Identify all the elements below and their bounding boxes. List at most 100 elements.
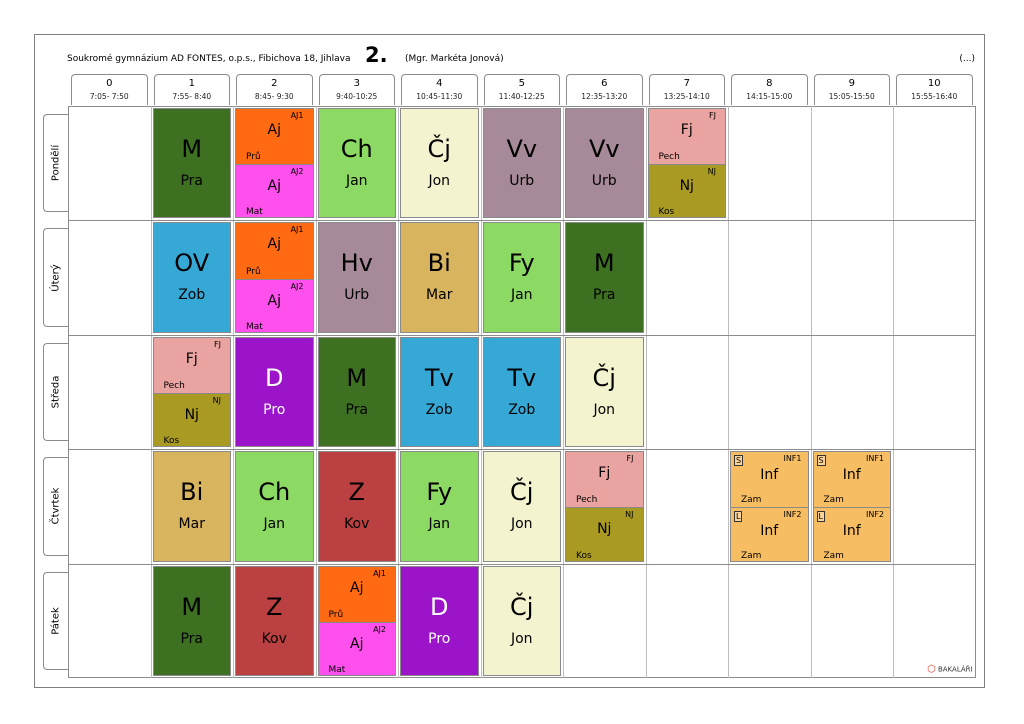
lesson-cell[interactable]: Ch Jan (317, 108, 396, 219)
lesson-group-half[interactable]: AJ2 Aj Mat (236, 164, 313, 218)
period-time: 7:05- 7:50 (89, 92, 129, 101)
teacher-label: Mar (178, 516, 205, 533)
day-header: Středa (43, 342, 68, 442)
lesson-group-half[interactable]: INF1 Inf Zam S (731, 452, 808, 508)
lesson-cell[interactable]: Tv Zob (482, 336, 561, 448)
lesson-cell[interactable]: Fy Jan (400, 451, 479, 562)
subject-label: Čj (510, 478, 534, 507)
subject-label: Čj (592, 363, 616, 392)
teacher-label: Jon (593, 401, 616, 418)
period-header: 7 13:25-14:10 (648, 74, 725, 105)
subject-label: Fy (426, 478, 453, 507)
lesson-group-half[interactable]: NJ Nj Kos (566, 507, 643, 561)
grid-column-line (563, 106, 564, 678)
lesson-cell[interactable]: D Pro (400, 565, 479, 676)
lesson-group-half[interactable]: FJ Fj Pech (566, 452, 643, 508)
lesson-cell[interactable]: M Pra (152, 108, 231, 219)
lesson-cell[interactable]: Ch Jan (235, 451, 314, 562)
lesson-cell[interactable]: INF1 Inf Zam S INF2 Inf Zam L (730, 451, 809, 562)
lesson-group-half[interactable]: AJ1 Aj Prů (236, 109, 313, 165)
period-number: 10 (927, 78, 941, 89)
subject-label: Vv (506, 135, 538, 163)
teacher-label: Urb (344, 287, 370, 304)
lesson-group-half[interactable]: NJ Nj Kos (153, 392, 230, 447)
lesson-cell[interactable]: Fy Jan (482, 222, 561, 333)
subject-label: Aj (267, 292, 281, 309)
lesson-cell[interactable]: Bi Mar (152, 451, 231, 562)
day-header: Pondělí (43, 114, 68, 213)
brand: ⬡ BAKALÁŘI (927, 664, 973, 675)
subject-label: Inf (842, 523, 861, 540)
room-mark: S (734, 455, 744, 467)
period-number: 9 (848, 78, 855, 89)
period-header: 2 8:45- 9:30 (236, 74, 313, 105)
lesson-cell[interactable]: Vv Urb (482, 108, 561, 219)
lesson-cell[interactable]: OV Zob (152, 222, 231, 333)
teacher-label: Urb (509, 173, 535, 189)
timetable-frame (34, 34, 985, 688)
lesson-cell[interactable]: AJ1 Aj Prů AJ2 Aj Mat (317, 565, 396, 676)
teacher-label: Jan (428, 516, 451, 533)
lesson-group-half[interactable]: AJ2 Aj Mat (318, 621, 395, 675)
lesson-cell[interactable]: FJ Fj Pech NJ Nj Kos (565, 451, 644, 562)
grid-row-line (68, 564, 976, 565)
lesson-group-half[interactable]: FJ Fj Pech (153, 337, 230, 393)
group-label: INF2 (783, 510, 802, 520)
subject-label: Ch (340, 135, 373, 163)
day-label: Pondělí (50, 145, 62, 182)
subject-label: D (430, 592, 449, 621)
lesson-cell[interactable]: M Pra (152, 565, 231, 676)
lesson-cell[interactable]: Čj Jon (482, 565, 561, 676)
teacher-label: Jon (428, 173, 451, 189)
lesson-cell[interactable]: AJ1 Aj Prů AJ2 Aj Mat (235, 108, 314, 219)
teacher-label: Pro (263, 401, 286, 418)
grid-column-line (233, 106, 234, 678)
lesson-group-half[interactable]: INF2 Inf Zam L (813, 507, 890, 561)
lesson-cell[interactable]: M Pra (565, 222, 644, 333)
lesson-group-half[interactable]: AJ2 Aj Mat (236, 278, 313, 332)
lesson-group-half[interactable]: AJ1 Aj Prů (318, 566, 395, 622)
lesson-cell[interactable]: D Pro (235, 336, 314, 448)
lesson-cell[interactable]: Čj Jon (482, 451, 561, 562)
lesson-cell[interactable]: Z Kov (317, 451, 396, 562)
lesson-group-half[interactable]: NJ Nj Kos (648, 164, 725, 218)
lesson-cell[interactable]: M Pra (317, 336, 396, 448)
lesson-cell[interactable]: AJ1 Aj Prů AJ2 Aj Mat (235, 222, 314, 333)
group-label: AJ1 (290, 111, 304, 120)
lesson-group-half[interactable]: AJ1 Aj Prů (236, 223, 313, 279)
lesson-cell[interactable]: Čj Jon (400, 108, 479, 219)
lesson-cell[interactable]: Čj Jon (565, 336, 644, 448)
lesson-cell[interactable]: FJ Fj Pech NJ Nj Kos (647, 108, 726, 219)
lesson-group-half[interactable]: INF1 Inf Zam S (813, 452, 890, 508)
lesson-cell[interactable]: FJ Fj Pech NJ Nj Kos (152, 336, 231, 448)
teacher-label: Kos (163, 436, 180, 447)
teacher-label: Mar (426, 287, 453, 304)
grid-row-line (68, 335, 976, 336)
subject-label: Fy (508, 249, 535, 278)
group-label: FJ (709, 111, 716, 120)
lesson-cell[interactable]: INF1 Inf Zam S INF2 Inf Zam L (812, 451, 891, 562)
teacher-label: Zam (823, 495, 844, 506)
teacher-label: Jon (510, 630, 533, 647)
teacher-label: Jan (263, 516, 286, 533)
teacher-label: Kos (658, 207, 675, 218)
lesson-cell[interactable]: Hv Urb (317, 222, 396, 333)
day-header: Úterý (43, 228, 68, 327)
lesson-cell[interactable]: Bi Mar (400, 222, 479, 333)
period-time: 10:45-11:30 (416, 92, 463, 101)
lesson-cell[interactable]: Tv Zob (400, 336, 479, 448)
teacher-label: Zam (823, 550, 844, 561)
lesson-group-half[interactable]: FJ Fj Pech (648, 109, 725, 165)
teacher-label: Pech (163, 380, 185, 391)
teacher-label: Zob (178, 287, 206, 304)
brand-name: BAKALÁŘI (937, 665, 973, 674)
group-label: AJ2 (290, 167, 304, 177)
lesson-cell[interactable]: Vv Urb (565, 108, 644, 219)
lesson-cell[interactable]: Z Kov (235, 565, 314, 676)
class-name: 2. (365, 43, 388, 67)
teacher-label: Prů (328, 609, 344, 620)
bakalari-logo-icon: ⬡ (927, 664, 936, 675)
period-number: 3 (353, 78, 360, 89)
period-header: 0 7:05- 7:50 (71, 74, 148, 105)
lesson-group-half[interactable]: INF2 Inf Zam L (731, 507, 808, 561)
